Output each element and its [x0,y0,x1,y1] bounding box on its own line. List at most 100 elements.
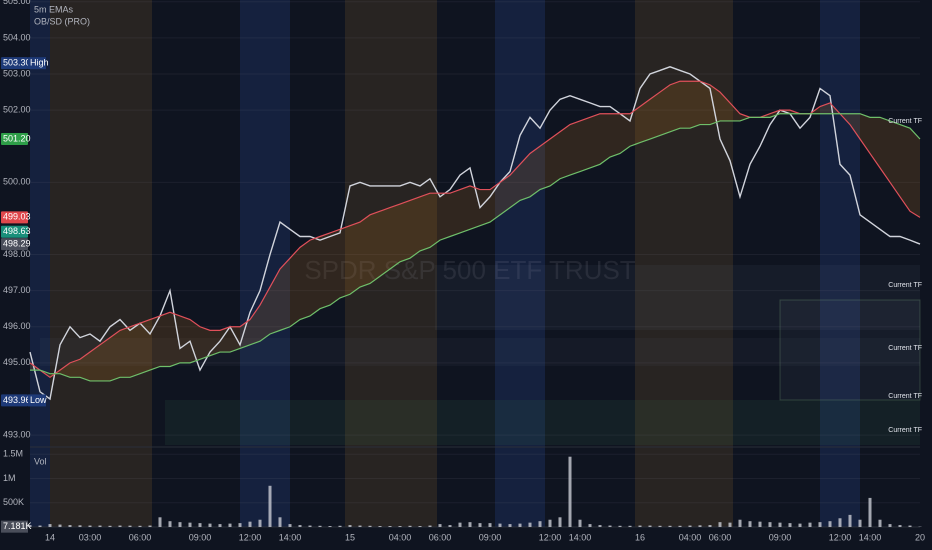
volume-bar [218,524,222,527]
volume-bar [228,523,232,527]
x-tick-label: 14 [45,532,55,542]
volume-bar [408,525,412,527]
volume-bar [438,524,442,527]
level-label: 499.03 [3,212,31,222]
volume-bar [368,525,372,527]
price-line [29,80,921,379]
volume-bar [528,522,532,527]
volume-bar [598,525,602,527]
volume-bar [748,521,752,527]
volume-bar [518,523,522,527]
volume-bar [248,521,252,527]
y-tick-label: 504.00 [3,32,31,42]
volume-bar [658,525,662,527]
volume-bar [88,525,92,527]
volume-bar [398,526,402,527]
y-tick-label: 500K [3,497,24,507]
x-tick-label: 16 [635,532,645,542]
level-label: 498.63 [3,226,31,236]
volume-bar [568,456,572,527]
volume-bar [158,517,162,527]
volume-bar [198,523,202,527]
volume-bar [708,525,712,527]
volume-bar [808,522,812,527]
volume-bar [898,525,902,527]
zone-label: Current TF [888,345,922,352]
volume-bar [668,525,672,527]
y-tick-label: 503.00 [3,68,31,78]
volume-bar [538,521,542,527]
x-tick-label: 09:00 [769,532,792,542]
level-tag [28,394,46,407]
volume-bar [238,523,242,527]
volume-bar [788,523,792,527]
volume-bar [738,519,742,527]
session-band [635,0,733,527]
zone [165,400,920,445]
volume-bar [338,525,342,527]
volume-bar [58,524,62,527]
volume-bar [288,524,292,527]
volume-bar [108,525,112,527]
volume-bar [718,522,722,527]
legend-text: 5m EMAs [34,4,74,14]
volume-bar [418,526,422,527]
volume-bar [578,519,582,527]
volume-bar [298,525,302,527]
volume-bar [728,522,732,527]
volume-bar [888,524,892,527]
volume-title: Vol [34,456,47,466]
level-badge [1,394,28,407]
volume-bar [348,525,352,527]
volume-bar [448,525,452,527]
zone-label: Current TF [888,427,922,434]
y-tick-label: 505.00 [3,0,31,6]
volume-bar [878,519,882,527]
volume-bar [428,525,432,527]
volume-bar [138,525,142,527]
level-label: 501.20 [3,133,31,143]
level-badge [1,211,28,224]
level-badge [1,238,28,251]
volume-bar [268,485,272,527]
level-badge [1,57,28,70]
level-label: 493.96 [3,395,31,405]
volume-bar [258,519,262,527]
x-tick-label: 03:00 [79,532,102,542]
session-band [495,0,545,527]
volume-bar [628,525,632,527]
zone-label: Current TF [888,282,922,289]
volume-bar [128,525,132,527]
y-tick-label: 498.00 [3,249,31,259]
volume-bar [208,523,212,527]
volume-bar [178,522,182,527]
volume-bar [498,523,502,527]
volume-bar [98,525,102,527]
volume-bar [548,519,552,527]
volume-bar [318,525,322,527]
volume-bar [48,524,52,527]
y-tick-label: 1M [3,473,16,483]
y-tick-label: 497.00 [3,285,31,295]
volume-bar [28,525,32,527]
volume-bar [278,517,282,527]
volume-bar [778,522,782,527]
volume-bar [698,525,702,527]
value-label: 7.181K [3,521,32,531]
volume-bar [798,523,802,527]
volume-bar [468,522,472,527]
x-tick-label: 06:00 [429,532,452,542]
volume-bar [828,521,832,527]
volume-bar [638,525,642,527]
volume-bar [558,517,562,527]
volume-bar [908,525,912,527]
volume-bar [78,525,82,527]
x-tick-label: 04:00 [389,532,412,542]
volume-bar [648,525,652,527]
session-band [50,0,152,527]
x-tick-label: 14:00 [279,532,302,542]
zone-label: Current TF [888,118,922,125]
volume-bar [588,524,592,527]
